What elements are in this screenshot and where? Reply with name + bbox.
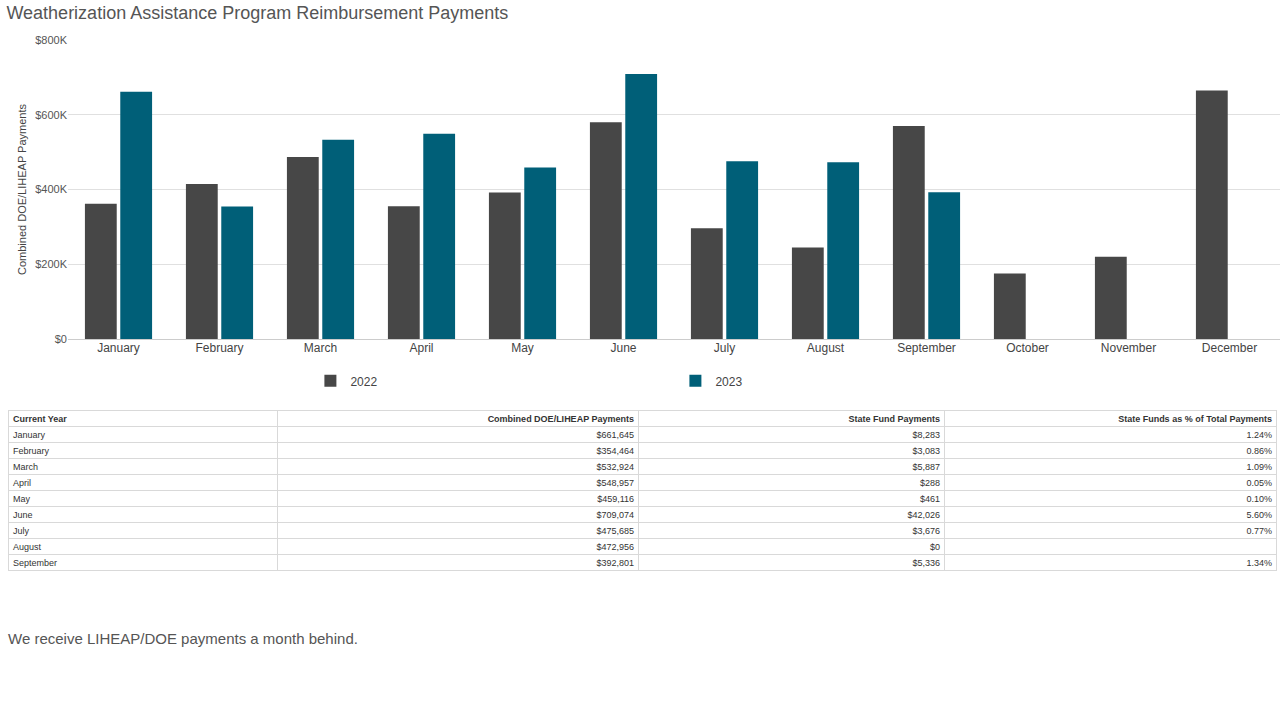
svg-text:April: April — [409, 341, 433, 355]
html-text:1.09%: 1.09% — [1246, 461, 1272, 472]
html-text:0.86%: 0.86% — [1246, 445, 1272, 456]
html-text:1.34%: 1.34% — [1246, 557, 1272, 568]
html-text:June: June — [13, 509, 33, 520]
html-text:State Fund Payments: State Fund Payments — [848, 413, 940, 424]
html-text:Combined DOE/LIHEAP Payments: Combined DOE/LIHEAP Payments — [487, 413, 634, 424]
svg-text:2022: 2022 — [350, 375, 377, 389]
svg-text:June: June — [610, 341, 636, 355]
html-text:$709,074: $709,074 — [596, 509, 634, 520]
html-text:$532,924: $532,924 — [596, 461, 634, 472]
svg-text:March: March — [304, 341, 337, 355]
html-text:$288: $288 — [920, 477, 940, 488]
svg-text:$600K: $600K — [35, 109, 67, 121]
html-text:0.10%: 0.10% — [1246, 493, 1272, 504]
html-text:August: August — [13, 541, 41, 552]
svg-text:December: December — [1202, 341, 1257, 355]
html-text:$459,116: $459,116 — [597, 493, 634, 504]
html-text:$8,283: $8,283 — [912, 429, 940, 440]
html-text:Current Year: Current Year — [13, 413, 67, 424]
html-text:$3,083: $3,083 — [912, 445, 940, 456]
svg-text:$0: $0 — [55, 333, 67, 345]
html-text:September: September — [13, 557, 57, 568]
html-text:0.77%: 0.77% — [1246, 525, 1272, 536]
html-text:5.60%: 5.60% — [1246, 509, 1272, 520]
html-text:February: February — [13, 445, 49, 456]
html-text:$5,887: $5,887 — [912, 461, 940, 472]
svg-text:2023: 2023 — [715, 375, 742, 389]
svg-text:February: February — [195, 341, 243, 355]
svg-text:July: July — [714, 341, 735, 355]
html-text:$42,026: $42,026 — [907, 509, 940, 520]
svg-text:Combined DOE/LIHEAP Payments: Combined DOE/LIHEAP Payments — [16, 104, 28, 275]
svg-text:Weatherization Assistance Prog: Weatherization Assistance Program Reimbu… — [6, 3, 508, 23]
html-text:$472,956: $472,956 — [596, 541, 634, 552]
html-text:$0: $0 — [930, 541, 940, 552]
html-text:March: March — [13, 461, 38, 472]
html-text:$3,676: $3,676 — [912, 525, 940, 536]
svg-text:August: August — [807, 341, 845, 355]
html-text:$392,801: $392,801 — [596, 557, 634, 568]
svg-text:$200K: $200K — [35, 258, 67, 270]
html-text:April: April — [13, 477, 31, 488]
svg-text:$800K: $800K — [35, 34, 67, 46]
svg-text:January: January — [97, 341, 140, 355]
html-text:1.24%: 1.24% — [1246, 429, 1272, 440]
html-text:$661,645: $661,645 — [596, 429, 634, 440]
svg-text:$400K: $400K — [35, 183, 67, 195]
svg-text:October: October — [1006, 341, 1049, 355]
svg-text:May: May — [511, 341, 534, 355]
html-text:$475,685: $475,685 — [596, 525, 634, 536]
svg-text:September: September — [897, 341, 956, 355]
html-text:July: July — [13, 525, 29, 536]
html-text:$461: $461 — [920, 493, 940, 504]
html-text:January: January — [13, 429, 45, 440]
html-text:$354,464: $354,464 — [596, 445, 634, 456]
html-text:$548,957: $548,957 — [596, 477, 634, 488]
html-text:0.05%: 0.05% — [1246, 477, 1272, 488]
html-text:$5,336: $5,336 — [912, 557, 940, 568]
html-text:State Funds as % of Total Paym: State Funds as % of Total Payments — [1118, 413, 1272, 424]
html-text:May: May — [13, 493, 30, 504]
svg-text:November: November — [1101, 341, 1156, 355]
html-text:We receive LIHEAP/DOE payments: We receive LIHEAP/DOE payments a month b… — [8, 630, 358, 647]
